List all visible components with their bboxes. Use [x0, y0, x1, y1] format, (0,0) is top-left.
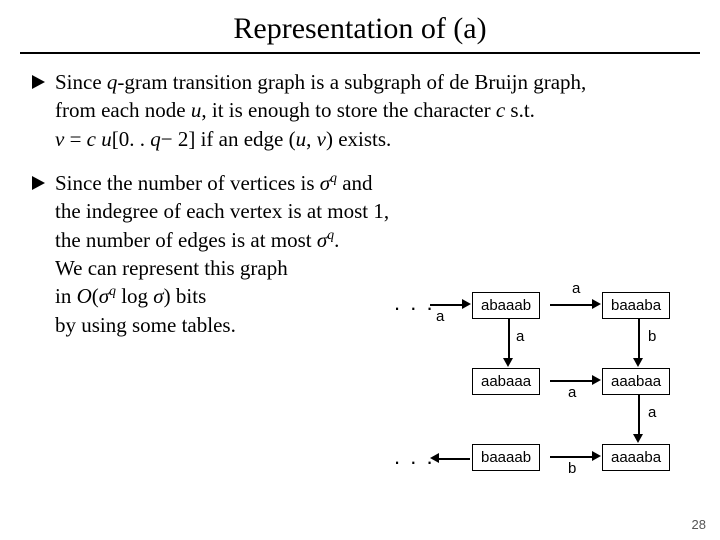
t: Since [55, 70, 107, 94]
graph-node: baaaba [602, 292, 670, 319]
t: O [77, 284, 92, 308]
edge-label: a [572, 280, 580, 297]
arrow-head-icon [430, 453, 439, 463]
bullet-1: Since q-gram transition graph is a subgr… [32, 68, 688, 153]
graph-node: aaabaa [602, 368, 670, 395]
t: q [330, 170, 337, 185]
t: σ [317, 228, 327, 252]
arrow-head-icon [592, 299, 601, 309]
t: the number of edges is at most [55, 228, 317, 252]
bullet-marker-icon [32, 75, 45, 89]
t: -gram transition graph is a subgraph of … [117, 70, 586, 94]
edge-label: b [568, 460, 576, 477]
edge-label: a [436, 308, 444, 325]
edge-line [430, 304, 464, 306]
t: c [496, 98, 505, 122]
t: u [101, 127, 112, 151]
t: , it is enough to store the character [201, 98, 495, 122]
arrow-head-icon [592, 451, 601, 461]
bullet-marker-icon [32, 176, 45, 190]
graph-node: aabaaa [472, 368, 540, 395]
t: in [55, 284, 77, 308]
t: ) bits [164, 284, 207, 308]
t: , [306, 127, 317, 151]
graph-node: abaaab [472, 292, 540, 319]
t: v [317, 127, 326, 151]
t: σ [99, 284, 109, 308]
ellipsis-icon: . . . [394, 444, 435, 470]
t: q [109, 283, 116, 298]
arrow-head-icon [592, 375, 601, 385]
graph-diagram: . . . a abaaab baaaba a a b aabaaa aaaba… [400, 272, 710, 512]
t: c [87, 127, 96, 151]
edge-line [550, 380, 594, 382]
edge-label: a [648, 404, 656, 421]
t: log [116, 284, 153, 308]
bullet-2-text: Since the number of vertices is σq and t… [55, 169, 425, 339]
t: We can represent this graph [55, 256, 288, 280]
t: the indegree of each vertex is at most 1… [55, 199, 389, 223]
page-number: 28 [692, 517, 706, 532]
t: − 2] if an edge ( [161, 127, 296, 151]
t: and [337, 171, 373, 195]
edge-line [638, 318, 640, 360]
t: from each node [55, 98, 191, 122]
t: by using some tables. [55, 313, 236, 337]
arrow-head-icon [503, 358, 513, 367]
graph-node: baaaab [472, 444, 540, 471]
arrow-head-icon [633, 358, 643, 367]
edge-line [638, 394, 640, 436]
t: = [64, 127, 86, 151]
edge-line [438, 458, 470, 460]
edge-line [550, 304, 594, 306]
t: s.t. [505, 98, 535, 122]
bullet-1-text: Since q-gram transition graph is a subgr… [55, 68, 688, 153]
edge-label: b [648, 328, 656, 345]
edge-label: a [568, 384, 576, 401]
t: u [296, 127, 307, 151]
edge-line [508, 318, 510, 360]
t: q [150, 127, 161, 151]
t: q [107, 70, 118, 94]
t: σ [153, 284, 163, 308]
t: Since the number of vertices is [55, 171, 320, 195]
t: [0. . [112, 127, 151, 151]
graph-node: aaaaba [602, 444, 670, 471]
t: ) exists. [326, 127, 391, 151]
arrow-head-icon [462, 299, 471, 309]
edge-label: a [516, 328, 524, 345]
edge-line [550, 456, 594, 458]
t: σ [320, 171, 330, 195]
arrow-head-icon [633, 434, 643, 443]
slide-title: Representation of (a) [0, 0, 720, 52]
t: ( [92, 284, 99, 308]
t: u [191, 98, 202, 122]
ellipsis-icon: . . . [394, 290, 435, 316]
t: . [334, 228, 339, 252]
t: v [55, 127, 64, 151]
